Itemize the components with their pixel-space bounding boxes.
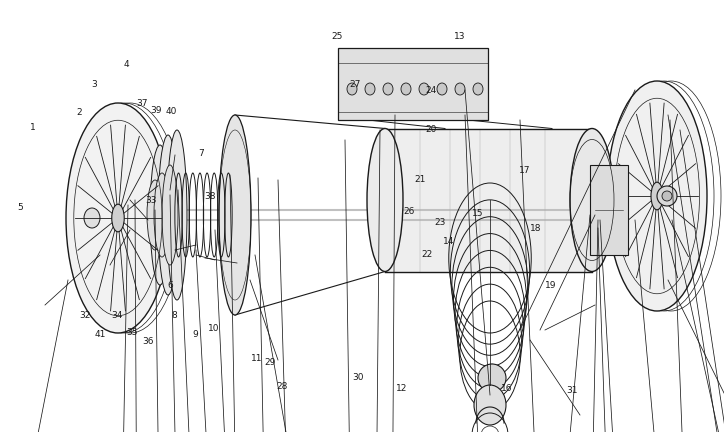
Ellipse shape — [154, 173, 170, 257]
Text: 4: 4 — [124, 60, 130, 69]
Text: 12: 12 — [396, 384, 408, 393]
Ellipse shape — [347, 83, 357, 95]
Text: 13: 13 — [454, 32, 466, 41]
Text: 8: 8 — [171, 311, 177, 320]
Text: 39: 39 — [150, 106, 161, 114]
Ellipse shape — [478, 364, 506, 392]
Text: 22: 22 — [421, 251, 433, 259]
Text: 15: 15 — [472, 210, 484, 218]
Ellipse shape — [219, 115, 251, 315]
Ellipse shape — [365, 83, 375, 95]
Text: 11: 11 — [251, 354, 263, 363]
Text: 41: 41 — [94, 330, 106, 339]
Ellipse shape — [150, 145, 170, 285]
Text: 34: 34 — [111, 311, 123, 320]
Ellipse shape — [367, 128, 403, 271]
Text: 27: 27 — [349, 80, 361, 89]
Text: 35: 35 — [126, 328, 138, 337]
Ellipse shape — [437, 83, 447, 95]
Ellipse shape — [570, 128, 614, 271]
Text: 31: 31 — [566, 387, 578, 395]
Ellipse shape — [66, 103, 170, 333]
Text: 32: 32 — [80, 311, 91, 320]
Ellipse shape — [383, 83, 393, 95]
Text: 7: 7 — [198, 149, 204, 158]
Ellipse shape — [473, 83, 483, 95]
Text: 3: 3 — [91, 80, 97, 89]
Text: 19: 19 — [544, 281, 556, 289]
Ellipse shape — [657, 186, 677, 206]
Ellipse shape — [662, 191, 672, 201]
Text: 21: 21 — [414, 175, 426, 184]
Ellipse shape — [607, 81, 707, 311]
Bar — [338, 48, 488, 120]
Text: 23: 23 — [434, 218, 446, 227]
Ellipse shape — [111, 204, 125, 232]
Bar — [385, 128, 592, 271]
Text: 20: 20 — [425, 125, 437, 134]
Text: 18: 18 — [530, 225, 542, 233]
Text: 36: 36 — [143, 337, 154, 346]
Text: 9: 9 — [193, 330, 198, 339]
Ellipse shape — [419, 83, 429, 95]
Text: 2: 2 — [77, 108, 83, 117]
Bar — [590, 165, 628, 255]
Ellipse shape — [167, 130, 187, 300]
Text: 38: 38 — [204, 192, 216, 201]
Text: 16: 16 — [501, 384, 513, 393]
Text: 1: 1 — [30, 123, 35, 132]
Text: 33: 33 — [145, 197, 156, 205]
Ellipse shape — [651, 182, 663, 210]
Text: 24: 24 — [425, 86, 437, 95]
Ellipse shape — [474, 385, 506, 425]
Ellipse shape — [162, 165, 178, 265]
Ellipse shape — [147, 180, 163, 250]
Text: 17: 17 — [519, 166, 531, 175]
Ellipse shape — [401, 83, 411, 95]
Text: 30: 30 — [353, 374, 364, 382]
Text: 6: 6 — [167, 281, 173, 289]
Ellipse shape — [84, 208, 100, 228]
Text: 28: 28 — [277, 382, 288, 391]
Text: 14: 14 — [443, 238, 455, 246]
Text: 5: 5 — [17, 203, 23, 212]
Text: 40: 40 — [166, 107, 177, 116]
Text: 29: 29 — [264, 359, 276, 367]
Text: 26: 26 — [403, 207, 415, 216]
Ellipse shape — [455, 83, 465, 95]
Text: 37: 37 — [136, 99, 148, 108]
Text: 25: 25 — [331, 32, 342, 41]
Ellipse shape — [158, 135, 178, 295]
Text: 10: 10 — [208, 324, 219, 333]
